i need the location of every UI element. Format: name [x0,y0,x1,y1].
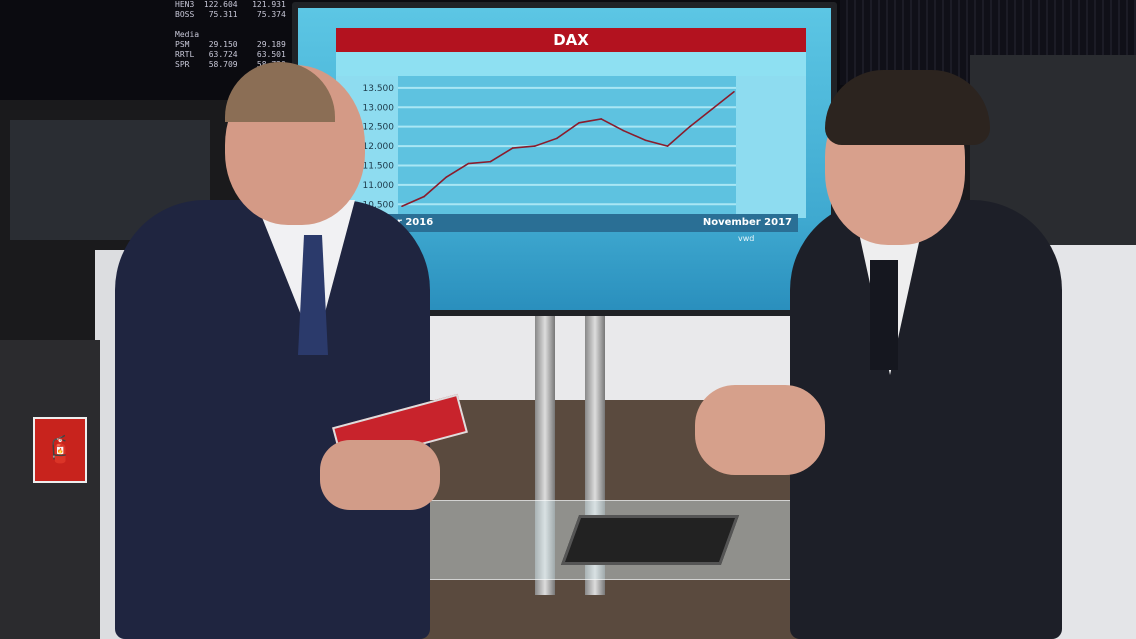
presenter-left-tie [298,235,328,355]
y-tick-label: 10.500 [363,200,395,210]
tablet [560,515,740,565]
dax-line-chart: 10.500 11.000 11.500 12.000 12.500 13.000 13.5… [363,76,736,218]
y-tick-label: 11.500 [363,161,395,171]
screen-display: DAX 10.500 11.000 11.500 12.000 12.500 13.000… [298,8,831,310]
dax-series-line [401,91,735,207]
guest-right-hands [695,385,825,475]
y-tick-label: 13.500 [363,84,395,94]
chart-band [336,52,806,76]
data-point [445,176,448,178]
vwd-logo: vwd [738,234,755,243]
data-point [423,195,425,198]
x-end-label: November 2017 [702,217,792,228]
data-point [489,160,492,163]
tv-stand-pole [535,315,555,595]
y-tick-label: 13.000 [363,103,395,113]
data-point [733,90,735,93]
guest-right-suit [790,200,1062,639]
presenter-left-hands [320,440,440,510]
data-point [401,205,403,208]
chart-title: DAX [336,28,806,52]
data-point [644,139,647,142]
data-point [556,137,558,140]
ticker-text: HEN3 122.604 121.931 BOSS 75.311 75.374 … [175,0,286,69]
data-point [600,118,602,120]
y-tick-label: 12.000 [363,142,395,152]
chart-area: 10.500 11.000 11.500 12.000 12.500 13.000 13.5… [336,76,806,218]
tv-screen: DAX 10.500 11.000 11.500 12.000 12.500 13.000… [292,2,837,316]
y-tick-label: 12.500 [363,123,395,133]
data-point [711,108,713,111]
data-point [534,145,536,147]
data-point [578,122,580,124]
y-tick-label: 11.000 [363,181,395,191]
data-point [467,162,470,165]
data-point [622,129,625,132]
guest-right-hair [825,70,990,145]
trading-desk [0,340,100,639]
data-point [688,125,691,128]
guest-right-tie [870,260,898,370]
data-point [666,145,669,147]
data-point [511,147,514,149]
fire-extinguisher-icon: 🧯 [33,417,87,483]
